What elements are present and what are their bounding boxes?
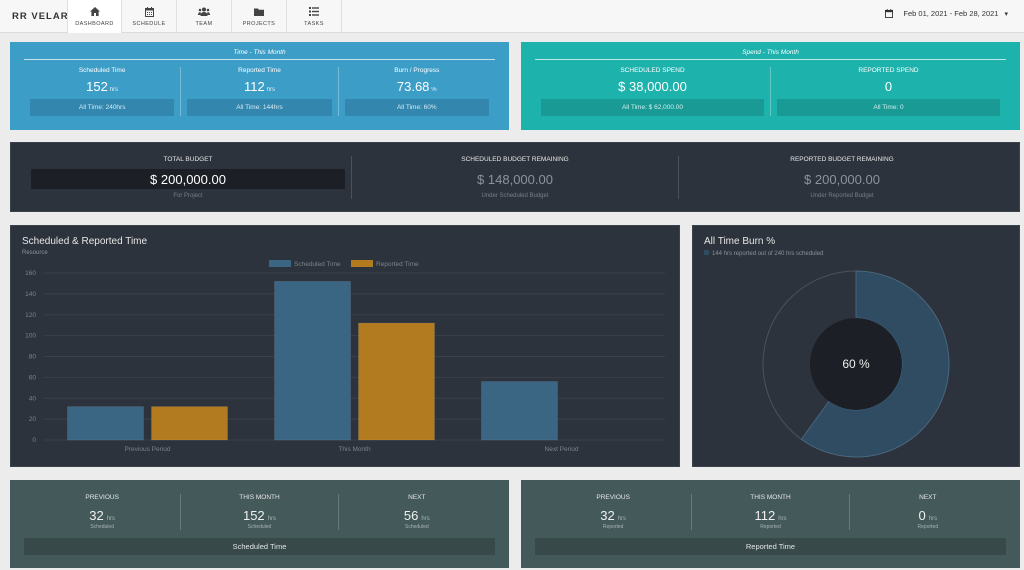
stat-value: 56: [403, 508, 419, 523]
this-month-scheduled-stat: THIS MONTH 152 hrs Scheduled: [180, 494, 337, 530]
stat-footer: All Time: 0: [777, 99, 1000, 116]
chart-title: All Time Burn %: [704, 236, 776, 247]
reported-spend-stat: REPORTED SPEND 0 All Time: 0: [770, 67, 1006, 116]
nav-tasks[interactable]: TASKS: [287, 0, 342, 33]
scheduled-spend-stat: SCHEDULED SPEND $ 38,000.00 All Time: $ …: [535, 67, 770, 116]
y-tick-label: 80: [29, 354, 37, 361]
nav-dashboard[interactable]: DASHBOARD: [67, 0, 122, 33]
y-tick-label: 0: [32, 437, 36, 444]
nav-team[interactable]: TEAM: [177, 0, 232, 33]
y-tick-label: 140: [25, 291, 36, 298]
date-range-picker[interactable]: Feb 01, 2021 - Feb 28, 2021 ▾: [885, 9, 1008, 18]
bar[interactable]: [151, 406, 228, 441]
legend-swatch: [704, 250, 709, 255]
y-tick-label: 160: [25, 270, 36, 277]
bar[interactable]: [481, 381, 558, 441]
stat-value: 152: [242, 508, 265, 523]
calendar-icon: [144, 6, 154, 17]
scheduled-reported-chart-panel: Scheduled & Reported Time Resource 0 20 40…: [10, 225, 680, 467]
bar-chart: 0 20 40 60 80 100 120 140 160 Previous Period This…: [25, 260, 665, 453]
stat-footer: All Time: 60%: [344, 99, 489, 116]
scheduled-time-stat: Scheduled Time 152 hrs All Time: 240hrs: [24, 67, 180, 116]
stat-subtitle: Under Reported Budget: [810, 193, 874, 199]
next-scheduled-stat: NEXT 56 hrs Scheduled: [337, 494, 495, 530]
nav-schedule[interactable]: SCHEDULE: [122, 0, 177, 33]
reported-budget-remaining-stat: REPORTED BUDGET REMAINING $ 200,000.00 U…: [678, 156, 1005, 199]
legend-swatch: [269, 260, 291, 267]
this-month-reported-stat: THIS MONTH 112 hrs Reported: [691, 494, 848, 530]
top-bar: RR VELAR DASHBOARD SCHEDULE TEAM PROJECT…: [0, 0, 1024, 33]
legend-label[interactable]: Reported Time: [376, 261, 419, 268]
previous-reported-stat: PREVIOUS 32 hrs Reported: [596, 494, 630, 530]
legend-swatch: [351, 260, 373, 267]
y-tick-label: 100: [25, 333, 36, 340]
x-tick-label: Next Period: [545, 446, 579, 453]
stat-value: $ 200,000.00: [31, 169, 345, 189]
stat-footer: All Time: 240hrs: [30, 99, 175, 116]
previous-scheduled-stat: PREVIOUS 32 hrs Scheduled: [85, 494, 119, 530]
donut-hole: [810, 318, 902, 410]
stat-value: 112: [754, 508, 776, 523]
panel-header: Spend - This Month: [535, 49, 1006, 60]
stat-value: $ 200,000.00: [804, 171, 880, 187]
donut-chart: 144 hrs reported out of 240 hrs schedule…: [704, 250, 950, 458]
bar[interactable]: [274, 280, 351, 441]
stat-value: 112: [243, 79, 265, 94]
chevron-down-icon: ▾: [1004, 10, 1008, 18]
main-nav: DASHBOARD SCHEDULE TEAM PROJECTS TASKS: [67, 0, 342, 33]
stat-subtitle: Under Scheduled Budget: [481, 193, 549, 199]
nav-projects[interactable]: PROJECTS: [232, 0, 287, 33]
scheduled-budget-remaining-stat: SCHEDULED BUDGET REMAINING $ 148,000.00 …: [351, 156, 678, 199]
app-brand[interactable]: RR VELAR: [12, 11, 69, 22]
legend-label[interactable]: Scheduled Time: [294, 261, 341, 268]
y-tick-label: 20: [29, 416, 37, 423]
stat-footer: All Time: 144hrs: [187, 99, 332, 116]
calendar-icon: [885, 9, 894, 18]
stat-value: 0: [918, 508, 926, 523]
x-tick-label: This Month: [338, 446, 371, 453]
list-icon: [309, 6, 319, 17]
reported-time-stat: Reported Time 112 hrs All Time: 144hrs: [180, 67, 337, 116]
folder-icon: [254, 6, 264, 17]
users-icon: [198, 6, 210, 17]
panel-footer: Scheduled Time: [24, 538, 495, 555]
burn-progress-stat: Burn / Progress 73.68% All Time: 60%: [337, 67, 495, 116]
next-reported-stat: NEXT 0 hrs Reported: [848, 494, 1006, 530]
chart-subtitle: Resource: [22, 250, 48, 256]
scheduled-time-summary-panel: PREVIOUS 32 hrs Scheduled THIS MONTH 152 h…: [10, 480, 509, 568]
stat-value: 73.68: [396, 79, 430, 94]
legend-label[interactable]: 144 hrs reported out of 240 hrs schedule…: [712, 251, 823, 257]
stat-value: $ 148,000.00: [477, 171, 553, 187]
y-tick-label: 40: [29, 395, 37, 402]
date-range-label: Feb 01, 2021 - Feb 28, 2021: [903, 9, 999, 18]
all-time-burn-panel: All Time Burn % 144 hrs reported out of …: [692, 225, 1020, 467]
stat-footer: All Time: $ 62,000.00: [541, 99, 764, 116]
panel-footer: Reported Time: [535, 538, 1006, 555]
x-tick-label: Previous Period: [125, 446, 171, 453]
total-budget-stat: TOTAL BUDGET $ 200,000.00 For Project: [25, 156, 351, 199]
bar[interactable]: [67, 406, 144, 441]
chart-title: Scheduled & Reported Time: [22, 236, 148, 247]
home-icon: [89, 6, 100, 17]
budget-panel: TOTAL BUDGET $ 200,000.00 For Project SC…: [10, 142, 1020, 212]
stat-value: $ 38,000.00: [618, 79, 687, 94]
stat-value: 152: [86, 79, 108, 94]
bar[interactable]: [358, 322, 435, 441]
y-tick-label: 120: [25, 312, 36, 319]
time-this-month-panel: Time - This Month Scheduled Time 152 hrs …: [10, 42, 509, 130]
panel-header: Time - This Month: [24, 49, 495, 60]
stat-value: 32: [89, 508, 104, 523]
spend-this-month-panel: Spend - This Month SCHEDULED SPEND $ 38,…: [521, 42, 1020, 130]
reported-time-summary-panel: PREVIOUS 32 hrs Reported THIS MONTH 112 hr…: [521, 480, 1020, 568]
stat-value: 32: [600, 508, 615, 523]
y-tick-label: 60: [29, 374, 37, 381]
donut-center-label: 60 %: [842, 357, 870, 371]
stat-value: 0: [884, 79, 893, 94]
stat-subtitle: For Project: [173, 193, 203, 199]
